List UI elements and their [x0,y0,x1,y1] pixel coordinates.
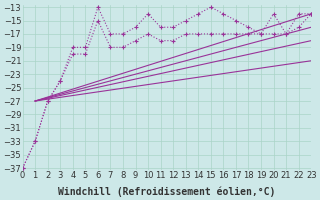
X-axis label: Windchill (Refroidissement éolien,°C): Windchill (Refroidissement éolien,°C) [58,186,276,197]
